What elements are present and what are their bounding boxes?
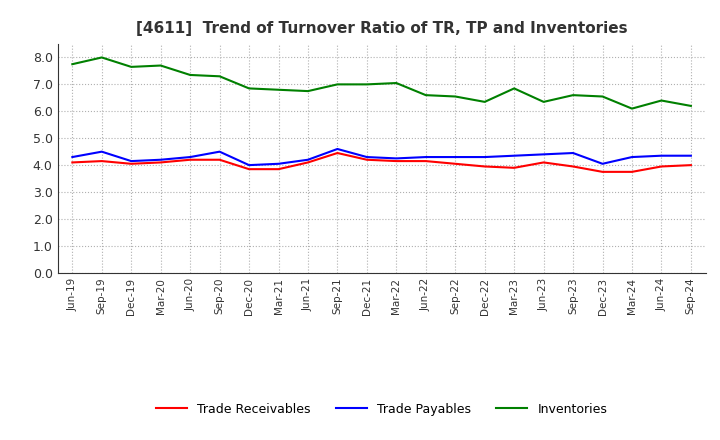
Trade Receivables [628, 169, 636, 175]
Trade Payables [480, 154, 489, 160]
Inventories [274, 87, 283, 92]
Trade Payables [68, 154, 76, 160]
Trade Payables [304, 157, 312, 162]
Trade Receivables [451, 161, 459, 166]
Inventories [186, 72, 194, 77]
Trade Payables [156, 157, 165, 162]
Legend: Trade Receivables, Trade Payables, Inventories: Trade Receivables, Trade Payables, Inven… [151, 398, 612, 421]
Inventories [392, 81, 400, 86]
Inventories [569, 92, 577, 98]
Trade Payables [333, 147, 342, 152]
Trade Payables [687, 153, 696, 158]
Line: Inventories: Inventories [72, 58, 691, 109]
Inventories [657, 98, 666, 103]
Trade Receivables [274, 166, 283, 172]
Trade Receivables [421, 158, 430, 164]
Inventories [628, 106, 636, 111]
Trade Receivables [539, 160, 548, 165]
Inventories [68, 62, 76, 67]
Trade Receivables [510, 165, 518, 170]
Inventories [245, 86, 253, 91]
Inventories [363, 82, 372, 87]
Trade Receivables [480, 164, 489, 169]
Trade Receivables [97, 158, 106, 164]
Trade Payables [127, 158, 135, 164]
Inventories [598, 94, 607, 99]
Trade Payables [628, 154, 636, 160]
Trade Payables [186, 154, 194, 160]
Trade Receivables [687, 162, 696, 168]
Trade Receivables [156, 160, 165, 165]
Inventories [687, 103, 696, 109]
Trade Payables [363, 154, 372, 160]
Trade Payables [510, 153, 518, 158]
Trade Receivables [392, 158, 400, 164]
Trade Receivables [68, 160, 76, 165]
Trade Receivables [127, 161, 135, 166]
Trade Receivables [657, 164, 666, 169]
Inventories [421, 92, 430, 98]
Trade Payables [598, 161, 607, 166]
Trade Payables [274, 161, 283, 166]
Line: Trade Receivables: Trade Receivables [72, 153, 691, 172]
Inventories [510, 86, 518, 91]
Trade Payables [392, 156, 400, 161]
Inventories [127, 64, 135, 70]
Trade Receivables [333, 150, 342, 156]
Inventories [97, 55, 106, 60]
Title: [4611]  Trend of Turnover Ratio of TR, TP and Inventories: [4611] Trend of Turnover Ratio of TR, TP… [136, 21, 627, 36]
Trade Payables [539, 152, 548, 157]
Trade Receivables [245, 166, 253, 172]
Trade Payables [657, 153, 666, 158]
Line: Trade Payables: Trade Payables [72, 149, 691, 165]
Trade Payables [569, 150, 577, 156]
Trade Receivables [569, 164, 577, 169]
Trade Payables [245, 162, 253, 168]
Inventories [215, 73, 224, 79]
Inventories [480, 99, 489, 105]
Inventories [156, 63, 165, 68]
Trade Payables [421, 154, 430, 160]
Trade Receivables [215, 157, 224, 162]
Trade Receivables [186, 157, 194, 162]
Inventories [304, 88, 312, 94]
Trade Payables [215, 149, 224, 154]
Trade Payables [97, 149, 106, 154]
Inventories [539, 99, 548, 105]
Trade Receivables [363, 157, 372, 162]
Trade Payables [451, 154, 459, 160]
Inventories [451, 94, 459, 99]
Trade Receivables [304, 160, 312, 165]
Trade Receivables [598, 169, 607, 175]
Inventories [333, 82, 342, 87]
